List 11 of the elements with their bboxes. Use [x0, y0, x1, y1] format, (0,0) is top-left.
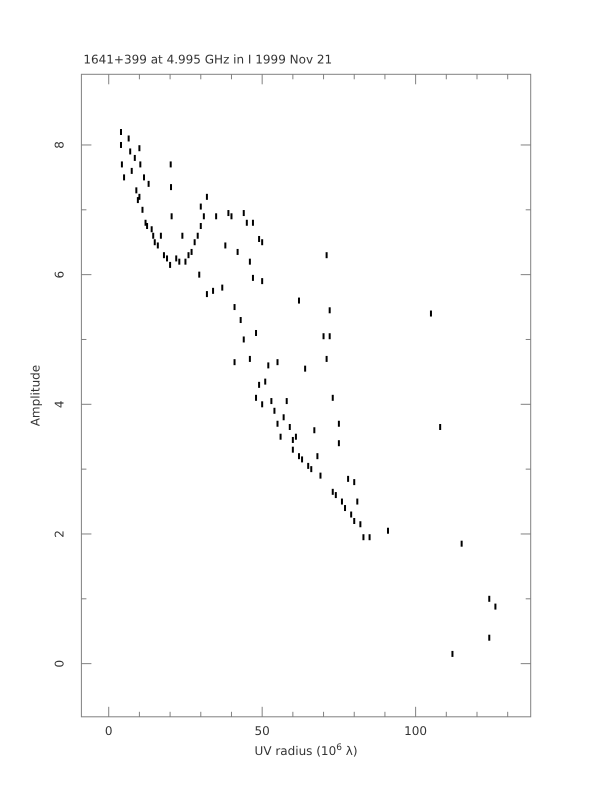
y-tick-label: 2 — [52, 530, 66, 538]
y-axis-title: Amplitude — [28, 364, 42, 426]
y-tick-label: 6 — [52, 270, 66, 278]
y-tick-label: 4 — [52, 400, 66, 408]
y-tick-label: 8 — [52, 141, 66, 149]
x-tick-label: 100 — [404, 724, 428, 738]
chart-title: 1641+399 at 4.995 GHz in I 1999 Nov 21 — [83, 52, 332, 66]
x-axis-title: UV radius (10$^{6}$ λ) — [254, 742, 358, 758]
x-tick-label: 50 — [254, 724, 270, 738]
x-tick-label: 0 — [104, 724, 113, 738]
y-tick-label: 0 — [52, 660, 66, 668]
